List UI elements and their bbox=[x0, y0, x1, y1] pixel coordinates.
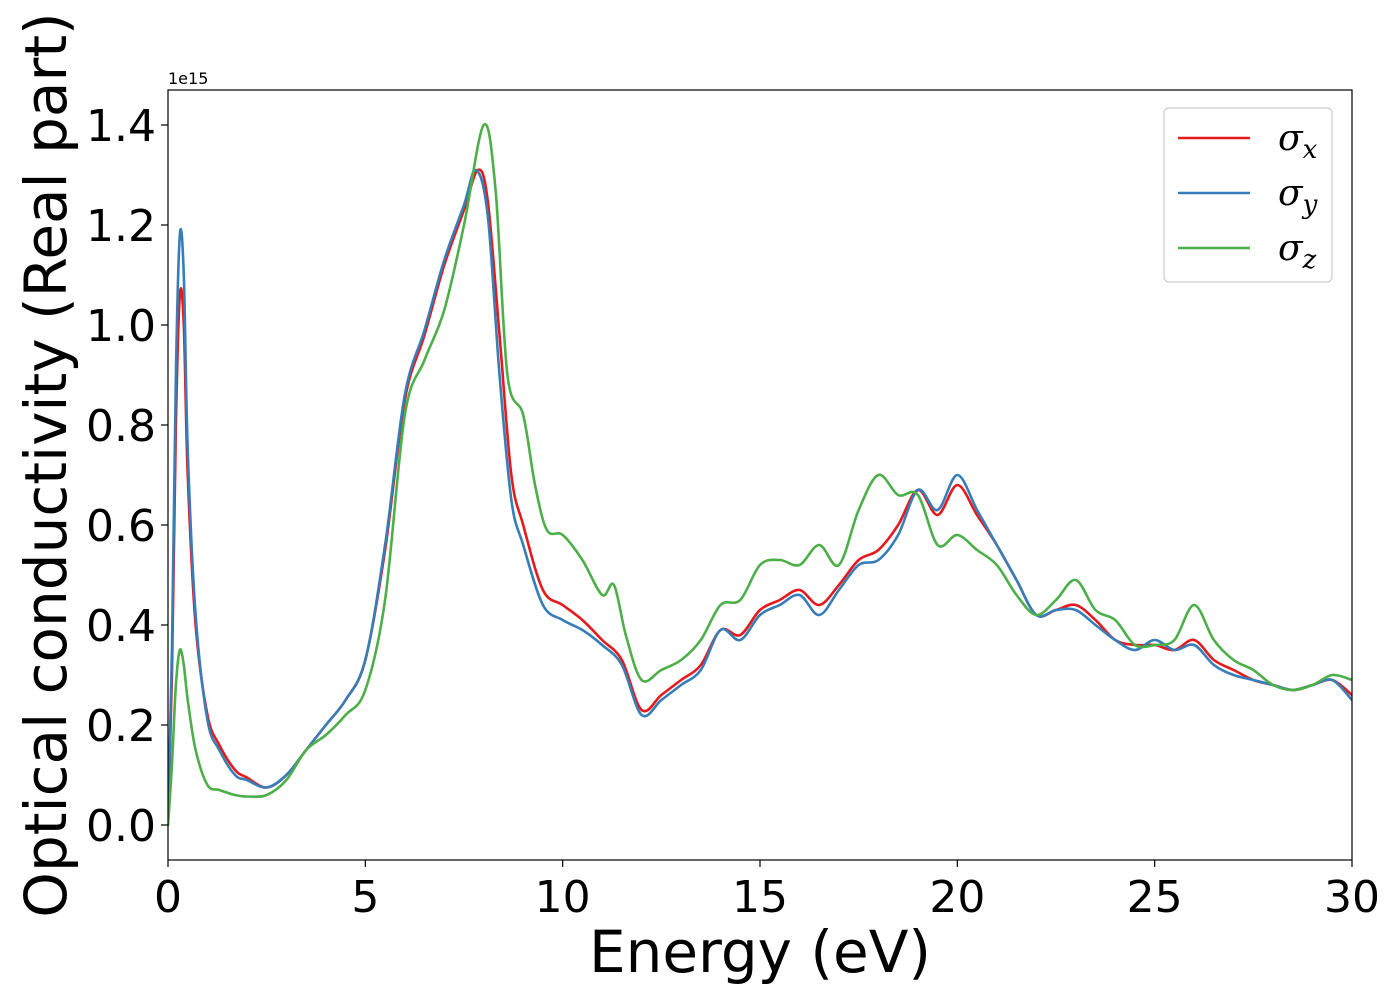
y-axis-label: Optical conductivity (Real part) bbox=[12, 12, 80, 917]
y-tick-label: 0.8 bbox=[86, 401, 156, 452]
legend-box bbox=[1163, 107, 1333, 283]
y-tick-label: 0.6 bbox=[86, 501, 156, 552]
y-tick-label: 1.2 bbox=[86, 201, 156, 252]
x-tick-label: 30 bbox=[1324, 872, 1380, 923]
series-line-y bbox=[168, 168, 1352, 827]
y-offset-text: 1e15 bbox=[168, 69, 208, 88]
legend-label-x: σx bbox=[1278, 118, 1318, 165]
y-tick-label: 0.0 bbox=[86, 801, 156, 852]
x-tick-label: 15 bbox=[732, 872, 788, 923]
series-line-z bbox=[168, 123, 1352, 827]
x-axis-label: Energy (eV) bbox=[589, 918, 931, 986]
x-tick-label: 25 bbox=[1127, 872, 1183, 923]
y-tick-label: 0.4 bbox=[86, 601, 156, 652]
series-layer bbox=[168, 123, 1352, 827]
y-axis: 0.0 0.2 0.4 0.6 0.8 1.0 1.2 1.4 bbox=[86, 101, 168, 852]
x-tick-label: 0 bbox=[154, 872, 182, 923]
x-tick-label: 20 bbox=[929, 872, 985, 923]
legend-label-z: σz bbox=[1278, 228, 1317, 275]
y-tick-label: 0.2 bbox=[86, 701, 156, 752]
y-tick-label: 1.4 bbox=[86, 101, 156, 152]
x-axis: 0 5 10 15 20 25 30 bbox=[154, 860, 1380, 923]
legend-label-y: σy bbox=[1278, 173, 1318, 220]
y-tick-label: 1.0 bbox=[86, 301, 156, 352]
x-tick-label: 10 bbox=[535, 872, 591, 923]
legend: σx σy σz bbox=[1163, 107, 1333, 283]
x-tick-label: 5 bbox=[351, 872, 379, 923]
